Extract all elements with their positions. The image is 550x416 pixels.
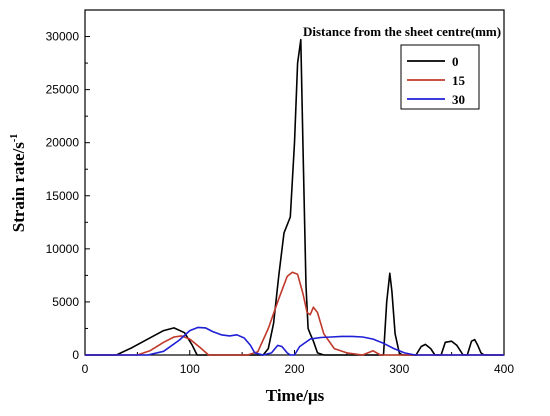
- x-tick-label: 200: [284, 362, 304, 376]
- x-axis-title: Time/μs: [266, 386, 325, 405]
- y-tick-label: 0: [72, 348, 79, 362]
- series-line-30: [85, 326, 504, 356]
- legend-label-15: 15: [452, 73, 466, 88]
- y-axis-title-group: Strain rate/s-1: [9, 134, 28, 233]
- y-tick-label: 5000: [52, 295, 79, 309]
- x-tick-label: 400: [494, 362, 514, 376]
- legend-entries: 0 15 30: [407, 54, 466, 107]
- series-line-15: [85, 271, 504, 356]
- x-tick-label: 100: [180, 362, 200, 376]
- legend-label-0: 0: [452, 54, 459, 69]
- x-tick-label: 0: [82, 362, 89, 376]
- y-tick-label: 25000: [46, 83, 80, 97]
- y-axis-title: Strain rate/s-1: [9, 134, 28, 233]
- y-axis-title-main: Strain rate/s: [9, 142, 28, 233]
- y-tick-label: 20000: [46, 136, 80, 150]
- axis-ticks: 0 100 200 300 400050001000015000200002500030…: [46, 30, 515, 376]
- legend-label-30: 30: [452, 92, 465, 107]
- y-tick-label: 10000: [46, 242, 80, 256]
- x-tick-label: 300: [389, 362, 409, 376]
- legend-title: Distance from the sheet centre(mm): [303, 24, 501, 39]
- series-layer: [85, 38, 504, 356]
- series-line-0: [85, 38, 504, 356]
- y-tick-label: 30000: [46, 30, 80, 44]
- y-tick-label: 15000: [46, 189, 80, 203]
- y-axis-title-superscript: -1: [9, 134, 20, 142]
